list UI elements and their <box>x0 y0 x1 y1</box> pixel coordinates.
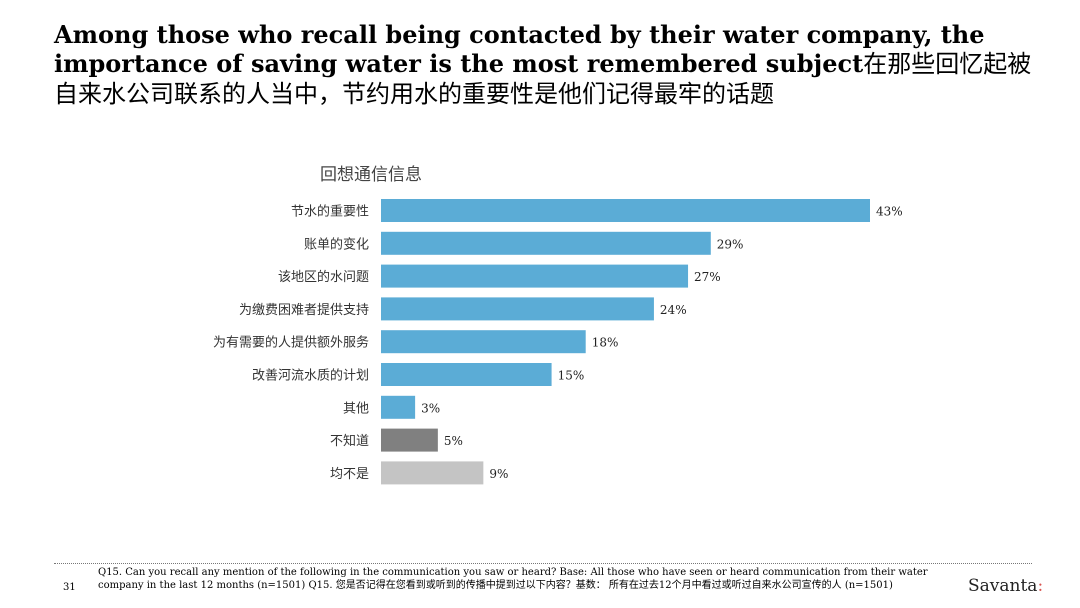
category-label: 改善河流水质的计划 <box>252 368 369 384</box>
value-label: 29% <box>717 237 744 251</box>
category-label: 为有需要的人提供额外服务 <box>213 335 369 351</box>
page-number: 31 <box>63 582 76 593</box>
bar <box>381 363 552 386</box>
category-label: 均不是 <box>330 467 369 482</box>
page-title: Among those who recall being contacted b… <box>54 20 1054 109</box>
title-chinese: 在那些回忆起被自来水公司联系的人当中，节约用水的重要性是他们记得最牢的话题 <box>54 50 1032 108</box>
category-label: 为缴费困难者提供支持 <box>239 302 369 318</box>
category-label: 其他 <box>343 401 369 416</box>
category-label: 节水的重要性 <box>291 204 369 220</box>
bar <box>381 395 416 419</box>
value-label: 15% <box>558 369 585 383</box>
bar <box>381 199 870 222</box>
category-label: 该地区的水问题 <box>278 269 369 285</box>
value-label: 3% <box>421 401 440 415</box>
bar <box>381 231 711 255</box>
value-label: 5% <box>444 434 463 448</box>
value-label: 24% <box>660 303 687 317</box>
brand-mark: : <box>1037 576 1044 596</box>
brand-name: Savanta <box>968 576 1038 596</box>
bar <box>381 264 689 288</box>
bar <box>381 330 586 354</box>
value-label: 18% <box>592 336 619 350</box>
category-label: 账单的变化 <box>304 236 369 252</box>
value-label: 27% <box>694 270 721 284</box>
brand-logo: Savanta: <box>968 576 1043 596</box>
bar-chart: 节水的重要性 43% 账单的变化 29% 该地区的水问题 27% 为缴费困难者提供支持 24%… <box>213 199 903 485</box>
bar <box>381 428 438 452</box>
bar <box>381 461 484 485</box>
value-label: 43% <box>876 205 903 219</box>
bar <box>381 297 654 321</box>
title-english: Among those who recall being contacted b… <box>54 20 985 78</box>
footnote: Q15. Can you recall any mention of the f… <box>98 567 928 591</box>
value-label: 9% <box>489 467 508 481</box>
chart-title: 回想通信信息 <box>320 165 422 185</box>
footer-divider <box>54 563 1032 564</box>
category-label: 不知道 <box>330 433 369 449</box>
